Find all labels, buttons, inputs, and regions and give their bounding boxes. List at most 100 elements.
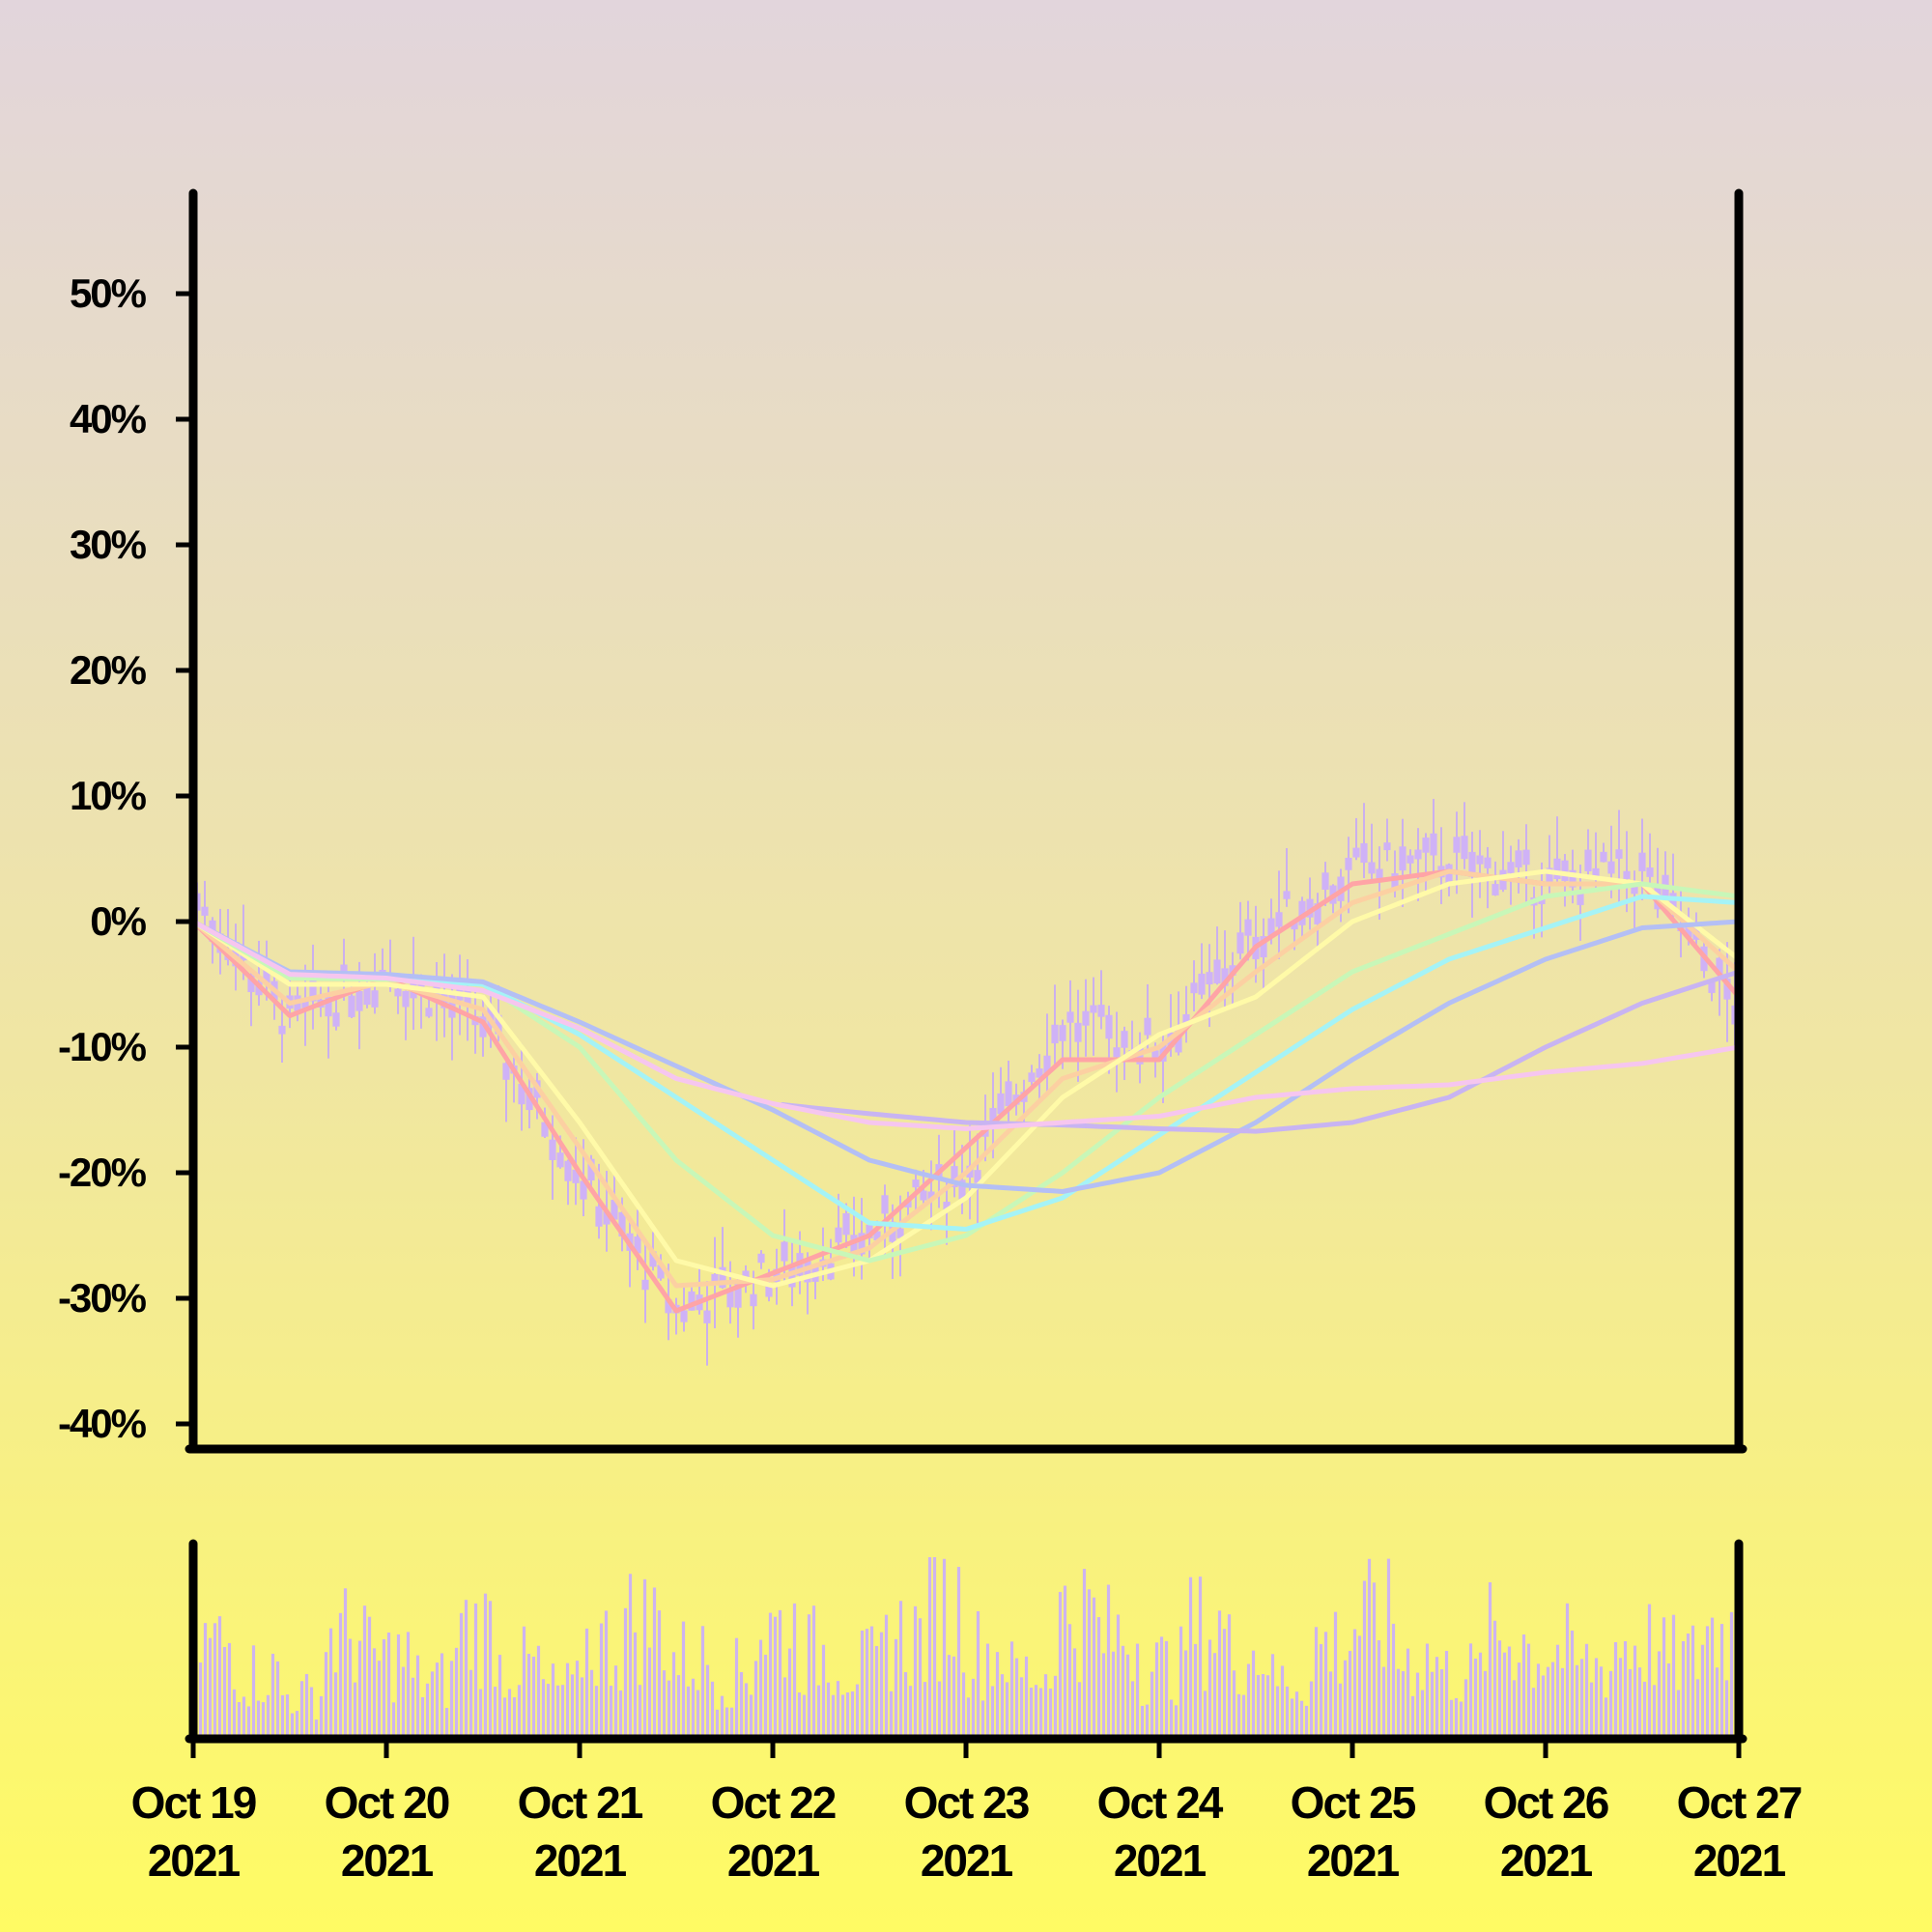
volume-bar: [923, 1682, 927, 1739]
volume-bar: [927, 1557, 932, 1739]
volume-bar: [1599, 1666, 1604, 1739]
volume-bar: [362, 1605, 367, 1739]
volume-bar: [246, 1706, 251, 1739]
volume-bar: [618, 1690, 623, 1739]
volume-bar: [1357, 1635, 1362, 1739]
candle-body: [332, 1012, 340, 1027]
volume-bar: [213, 1623, 217, 1739]
candle-body: [1492, 884, 1499, 895]
volume-bar: [1492, 1620, 1497, 1739]
volume-bar: [1000, 1674, 1005, 1739]
volume-bar: [705, 1664, 710, 1739]
volume-bar: [372, 1648, 377, 1739]
candle-body: [1198, 973, 1206, 995]
candle-body: [1267, 918, 1275, 937]
volume-bar: [1019, 1677, 1024, 1739]
y-tick-label: -40%: [58, 1401, 147, 1446]
candle-body: [1345, 857, 1352, 870]
volume-bar: [667, 1680, 671, 1739]
candle-body: [1028, 1072, 1036, 1083]
volume-bar: [1121, 1645, 1125, 1739]
volume-bar: [1174, 1705, 1179, 1739]
volume-bar: [1459, 1701, 1463, 1739]
volume-bar: [551, 1663, 555, 1739]
candle-body: [201, 906, 209, 916]
volume-bar: [1082, 1569, 1087, 1739]
candle-body: [1260, 936, 1267, 958]
volume-bar: [1729, 1611, 1734, 1739]
volume-bar: [676, 1675, 681, 1739]
candle-body: [502, 1063, 510, 1080]
volume-bar: [382, 1638, 386, 1739]
candle-body: [618, 1211, 626, 1237]
volume-bar: [1372, 1582, 1377, 1739]
y-tick-label: 20%: [70, 647, 147, 693]
volume-bar: [657, 1610, 662, 1739]
candle-body: [781, 1241, 788, 1262]
candle-body: [1607, 861, 1615, 874]
candle-body: [634, 1236, 641, 1254]
candle-body: [1082, 1010, 1090, 1026]
volume-bar: [811, 1605, 816, 1739]
volume-bar: [589, 1669, 594, 1739]
volume-bar: [1256, 1674, 1261, 1739]
x-tick-label-year: 2021: [727, 1835, 820, 1886]
y-tick-label: 0%: [90, 898, 146, 944]
candle-body: [726, 1289, 734, 1308]
candle-body: [1391, 873, 1399, 890]
volume-bar: [1435, 1657, 1439, 1739]
candle-body: [765, 1283, 773, 1297]
volume-bar: [575, 1661, 580, 1739]
candle-body: [804, 1261, 811, 1283]
candle-body: [1368, 862, 1376, 874]
candle-body: [1059, 1025, 1066, 1041]
candle-body: [1414, 849, 1422, 860]
candle-body: [1406, 855, 1414, 864]
candle-body: [1213, 959, 1221, 984]
candle-body: [580, 1180, 587, 1200]
candle-body: [866, 1224, 873, 1238]
volume-bar: [749, 1694, 753, 1739]
candle-body: [348, 995, 355, 1017]
volume-bar: [1391, 1623, 1396, 1739]
volume-bar: [691, 1678, 696, 1739]
volume-bar: [1613, 1641, 1618, 1739]
volume-bar: [1304, 1705, 1309, 1739]
volume-bar: [980, 1700, 985, 1739]
candle-body: [665, 1299, 672, 1314]
volume-bar: [497, 1655, 502, 1739]
candle-body: [742, 1270, 750, 1279]
volume-bar: [324, 1652, 328, 1739]
volume-bar: [966, 1697, 971, 1739]
volume-bar: [430, 1671, 435, 1739]
volume-bar: [391, 1702, 396, 1739]
x-tick-label-date: Oct 20: [325, 1777, 449, 1828]
candle-body: [1113, 1047, 1121, 1058]
volume-bar: [797, 1692, 802, 1739]
candle-body: [1461, 836, 1468, 860]
volume-bar: [531, 1656, 536, 1739]
volume-bar: [217, 1616, 222, 1739]
volume-bar: [1517, 1662, 1521, 1739]
volume-bar: [1700, 1644, 1705, 1739]
y-tick-label: -10%: [58, 1024, 147, 1069]
volume-bar: [270, 1653, 275, 1739]
candle-body: [1275, 912, 1283, 927]
candle-body: [433, 985, 440, 1002]
volume-bar: [507, 1689, 512, 1739]
candle-body: [1043, 1055, 1051, 1074]
volume-bar: [956, 1567, 961, 1739]
volume-bar: [874, 1645, 879, 1739]
candle-body: [526, 1088, 533, 1111]
volume-bar: [840, 1694, 845, 1739]
volume-bar: [584, 1628, 589, 1739]
volume-bar: [1352, 1629, 1357, 1739]
volume-bar: [865, 1629, 869, 1739]
volume-bar: [744, 1683, 749, 1739]
volume-bar: [1686, 1634, 1690, 1739]
volume-bar: [821, 1644, 826, 1739]
candle-body: [1376, 868, 1383, 880]
volume-bar: [1473, 1658, 1478, 1739]
volume-bar: [1695, 1679, 1700, 1739]
candle-body: [719, 1266, 726, 1289]
